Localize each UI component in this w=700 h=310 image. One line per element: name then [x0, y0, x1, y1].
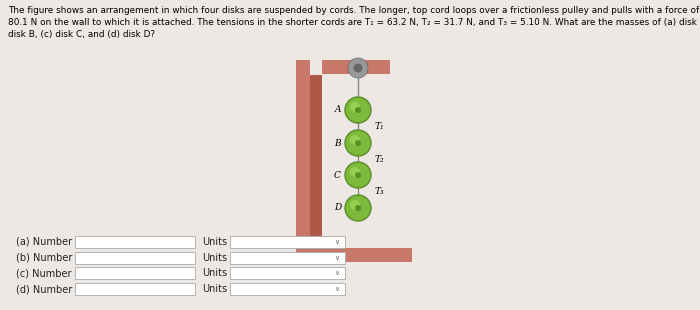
Text: D: D [334, 203, 341, 212]
Circle shape [350, 135, 360, 145]
Bar [296, 60, 310, 255]
Text: ∨: ∨ [335, 239, 339, 245]
Circle shape [355, 140, 361, 146]
Bar [230, 236, 345, 248]
Text: T₃: T₃ [375, 187, 384, 196]
Circle shape [355, 107, 361, 113]
Text: T₁: T₁ [375, 122, 384, 131]
Circle shape [354, 64, 363, 73]
Bar [230, 267, 345, 279]
Circle shape [345, 130, 371, 156]
Bar [404, 248, 412, 262]
Text: Units: Units [202, 237, 227, 247]
Text: C: C [334, 170, 341, 179]
Text: ∨: ∨ [335, 286, 339, 292]
Circle shape [350, 200, 360, 210]
Bar [296, 248, 406, 262]
Circle shape [345, 195, 371, 221]
Text: ∨: ∨ [335, 255, 339, 261]
Bar [310, 75, 322, 247]
Circle shape [350, 102, 360, 112]
Bar [75, 267, 195, 279]
Bar [230, 283, 345, 295]
Circle shape [355, 172, 361, 178]
Circle shape [350, 167, 360, 177]
Text: The figure shows an arrangement in which four disks are suspended by cords. The : The figure shows an arrangement in which… [8, 6, 700, 39]
Text: A: A [335, 105, 341, 114]
Bar [75, 252, 195, 264]
Circle shape [348, 58, 368, 78]
Bar [75, 236, 195, 248]
Circle shape [345, 162, 371, 188]
Text: (c) Number: (c) Number [16, 268, 71, 278]
Bar [322, 60, 390, 74]
Text: ∨: ∨ [335, 270, 339, 276]
Circle shape [345, 97, 371, 123]
Text: (a) Number: (a) Number [16, 237, 72, 247]
Bar [230, 252, 345, 264]
Text: B: B [335, 139, 341, 148]
Text: T₂: T₂ [375, 154, 384, 163]
Text: Units: Units [202, 284, 227, 294]
Text: Units: Units [202, 268, 227, 278]
Text: (d) Number: (d) Number [16, 284, 72, 294]
Bar [75, 283, 195, 295]
Circle shape [355, 205, 361, 211]
Text: (b) Number: (b) Number [16, 253, 72, 263]
Text: Units: Units [202, 253, 227, 263]
